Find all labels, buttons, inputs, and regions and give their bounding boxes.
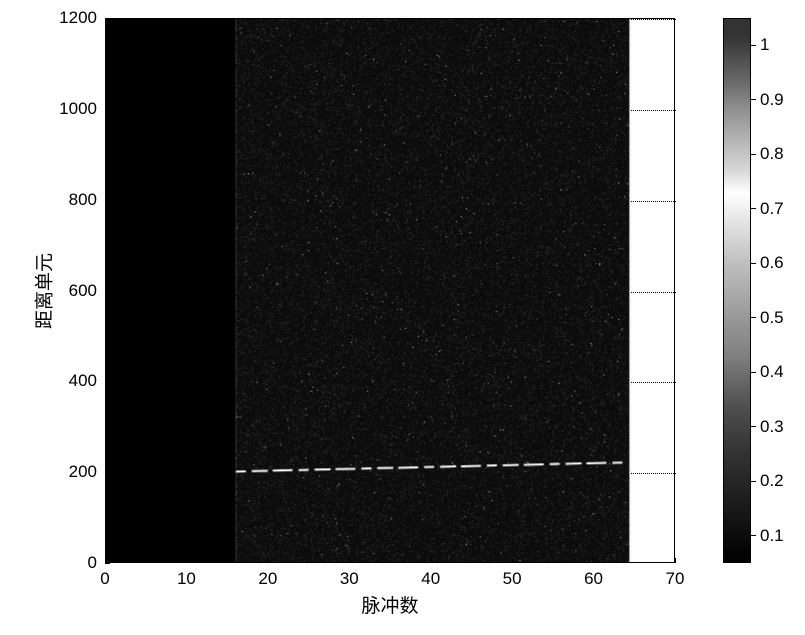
- colorbar-tick-label: 0.6: [760, 253, 784, 273]
- y-tick-label: 800: [69, 190, 97, 210]
- colorbar-tick: [751, 535, 756, 536]
- y-tick-label: 400: [69, 371, 97, 391]
- y-tick-label: 200: [69, 462, 97, 482]
- x-tick-label: 0: [100, 569, 109, 589]
- axes-main: 010203040506070 020040060080010001200 脉冲…: [105, 18, 675, 563]
- y-axis-label: 距离单元: [30, 252, 57, 328]
- colorbar-tick-label: 0.9: [760, 90, 784, 110]
- colorbar-tick-label: 0.7: [760, 199, 784, 219]
- colorbar-tick: [751, 481, 756, 482]
- colorbar-tick: [751, 263, 756, 264]
- colorbar-tick: [751, 426, 756, 427]
- colorbar-tick-label: 1: [760, 35, 769, 55]
- colorbar-tick: [751, 317, 756, 318]
- colorbar-tick-label: 0.5: [760, 308, 784, 328]
- colorbar-tick-label: 0.4: [760, 362, 784, 382]
- x-tick-label: 70: [666, 569, 685, 589]
- x-tick-label: 10: [177, 569, 196, 589]
- y-tick-label: 0: [88, 553, 97, 573]
- colorbar-tick: [751, 99, 756, 100]
- colorbar-gradient: [724, 19, 750, 562]
- y-tick-label: 600: [69, 281, 97, 301]
- x-tick-label: 50: [503, 569, 522, 589]
- x-tick-label: 40: [421, 569, 440, 589]
- x-tick-label: 60: [584, 569, 603, 589]
- y-tick-label: 1200: [59, 8, 97, 28]
- colorbar-tick: [751, 45, 756, 46]
- colorbar-tick-label: 0.1: [760, 526, 784, 546]
- y-tick-label: 1000: [59, 99, 97, 119]
- y-tick-labels: 020040060080010001200: [105, 18, 675, 563]
- x-tick-label: 30: [340, 569, 359, 589]
- colorbar-tick: [751, 154, 756, 155]
- colorbar-tick-label: 0.3: [760, 417, 784, 437]
- colorbar-tick-label: 0.2: [760, 471, 784, 491]
- colorbar-tick-label: 0.8: [760, 144, 784, 164]
- colorbar: [723, 18, 751, 563]
- x-tick-label: 20: [258, 569, 277, 589]
- figure: 010203040506070 020040060080010001200 脉冲…: [0, 0, 805, 635]
- colorbar-tick: [751, 208, 756, 209]
- x-axis-label: 脉冲数: [361, 591, 418, 618]
- colorbar-tick: [751, 372, 756, 373]
